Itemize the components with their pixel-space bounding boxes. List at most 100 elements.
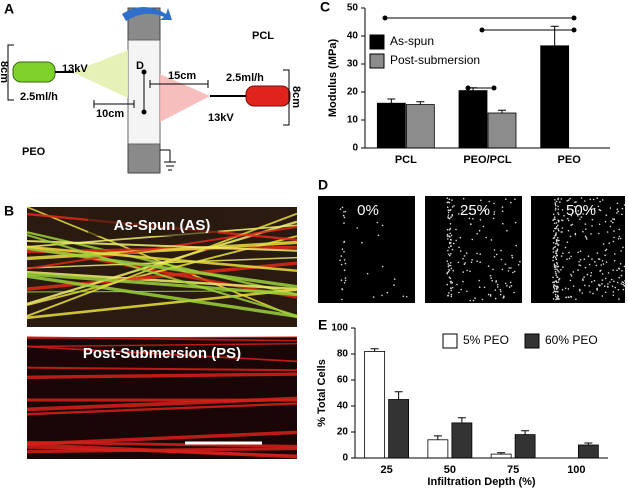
error-bar [387, 98, 396, 104]
cell-dot [489, 295, 492, 297]
cell-dot [446, 228, 449, 231]
cell-dot [556, 294, 559, 297]
y-tick-label: 50 [347, 3, 359, 14]
cell-dot [448, 235, 450, 237]
cell-dot [560, 255, 563, 257]
cell-dot [448, 217, 451, 220]
cell-dot [340, 255, 343, 257]
cell-dot [458, 246, 460, 249]
cell-dot [613, 236, 615, 239]
cell-dot [582, 230, 584, 233]
cell-dot [554, 209, 557, 211]
error-bar [521, 430, 530, 435]
label: 13kV [62, 63, 88, 75]
cell-dot [620, 283, 623, 285]
cell-dot [554, 293, 557, 296]
cell-dot [448, 269, 451, 272]
fiber [26, 270, 298, 291]
label: 13kV [208, 112, 234, 124]
dot [141, 109, 147, 115]
cell-dot [381, 265, 384, 268]
cell-dot [447, 253, 450, 256]
cell-dot [344, 210, 347, 213]
cell-dot [555, 242, 557, 245]
cell-dot [578, 288, 581, 291]
cell-dot [478, 229, 481, 232]
cell-dot [556, 261, 558, 264]
dot [141, 69, 147, 75]
bar [427, 439, 449, 459]
cell-dot [590, 208, 592, 210]
cell-dot [555, 233, 557, 236]
fiber [26, 396, 298, 412]
cell-dot [507, 270, 510, 272]
cell-dot [552, 219, 554, 221]
cell-dot [339, 259, 341, 262]
cell-dot [622, 288, 625, 291]
cell-dot [459, 236, 462, 239]
fiber [26, 274, 298, 319]
cell-dot [614, 286, 616, 289]
cell-dot [596, 197, 599, 199]
label: 2.5ml/h [226, 72, 264, 84]
fiber [26, 430, 298, 446]
bar [451, 422, 473, 459]
cell-dot [553, 255, 555, 258]
cell-dot [553, 264, 556, 267]
cell-dot [609, 225, 612, 228]
cell-dot [569, 235, 572, 238]
cell-dot [479, 261, 482, 264]
x-tick-label: 75 [507, 464, 519, 476]
axes [364, 8, 610, 149]
axes [354, 328, 608, 459]
cell-dot [446, 260, 449, 263]
cell-dot [449, 280, 452, 283]
cell-dot [566, 258, 568, 261]
cell-dot [596, 252, 599, 254]
cell-dot [469, 299, 472, 302]
cell-dot [506, 229, 508, 232]
cell-dot [344, 279, 347, 282]
cell-dot [561, 209, 564, 211]
cell-dot [511, 256, 514, 259]
cell-dot [554, 235, 556, 237]
cell-dot [582, 213, 584, 215]
cell-dot [450, 234, 453, 237]
cell-dot [581, 292, 584, 294]
cell-dot [453, 205, 455, 207]
cell-dot [447, 214, 450, 216]
cell-dot [589, 198, 592, 201]
cell-dot [590, 274, 592, 277]
cell-dot [554, 227, 556, 230]
cell-dot [588, 263, 591, 266]
cell-dot [448, 246, 450, 249]
y-tick-label: 100 [331, 323, 348, 334]
cell-dot [555, 252, 558, 255]
cell-dot [557, 236, 559, 239]
cell-dot [554, 202, 556, 204]
x-tick-label: PCL [395, 154, 417, 166]
cell-dot [620, 274, 623, 277]
cell-dot [553, 284, 555, 286]
cell-dot [584, 284, 586, 287]
cell-dot [560, 231, 563, 233]
cell-dot [593, 279, 596, 282]
cell-dot [464, 262, 467, 264]
cell-dot [556, 265, 559, 268]
cell-dot [609, 281, 611, 283]
cell-dot [574, 232, 577, 235]
cell-dot [449, 242, 451, 245]
fiber [26, 372, 298, 380]
cell-dot [558, 229, 560, 232]
panel-a: A PCL PEO 8cm 13kV 2.5ml/h D 15cm 10cm 2… [0, 1, 302, 174]
error-bar [469, 87, 477, 91]
cell-dot [458, 213, 460, 215]
dot [479, 27, 485, 33]
y-tick-label: 80 [337, 349, 349, 360]
cell-dot [599, 200, 601, 203]
cell-dot [555, 265, 557, 267]
cell-dot [613, 280, 615, 283]
cell-dot [451, 281, 454, 284]
cell-dot [456, 283, 458, 286]
